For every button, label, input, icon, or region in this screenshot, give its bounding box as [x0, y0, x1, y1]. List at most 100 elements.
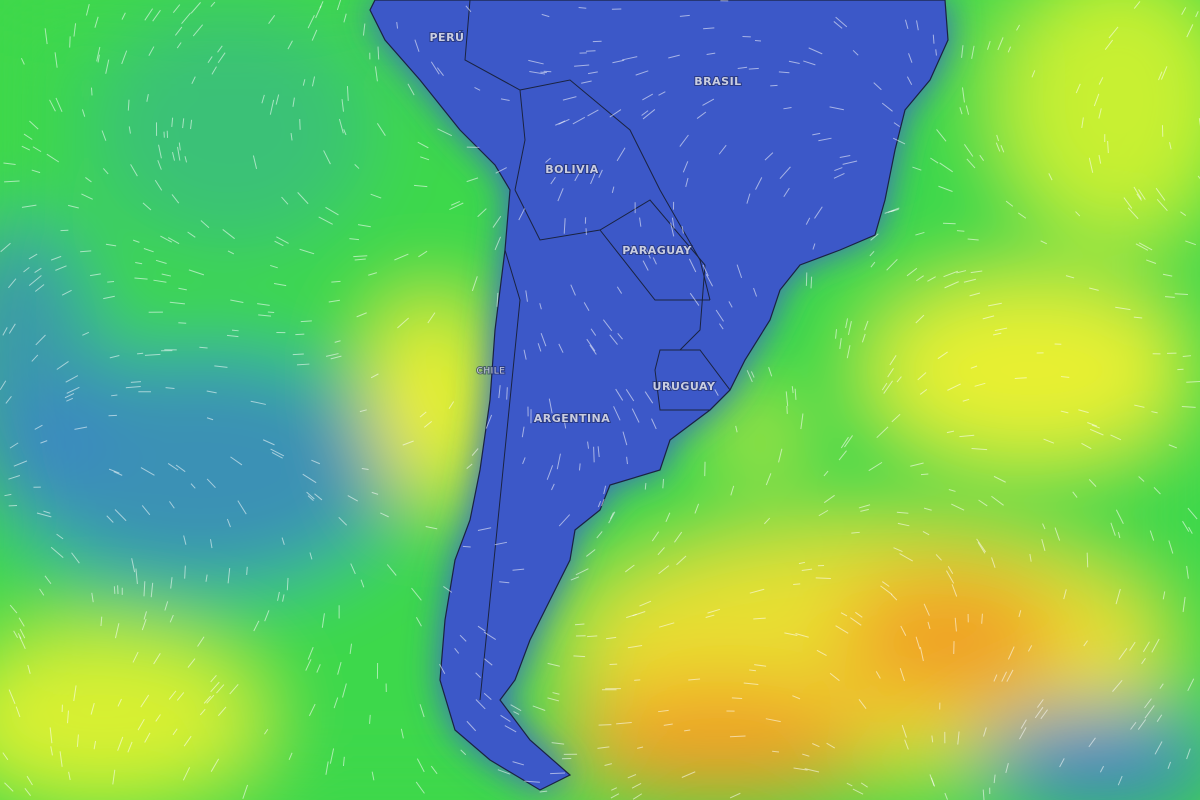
- wind-streak: [513, 711, 520, 715]
- wind-streak: [1060, 410, 1069, 414]
- wind-streak: [200, 220, 210, 229]
- wind-streak: [160, 235, 173, 243]
- wind-streak: [1098, 154, 1102, 164]
- wind-streak: [354, 258, 366, 261]
- wind-streak: [1195, 11, 1199, 18]
- wind-streak: [705, 614, 715, 618]
- wind-streak: [939, 162, 953, 173]
- wind-streak: [944, 281, 959, 289]
- wind-streak: [644, 391, 654, 404]
- wind-streak: [586, 549, 596, 557]
- wind-streak: [581, 80, 592, 84]
- wind-streak: [632, 793, 643, 800]
- wind-streak: [73, 23, 77, 37]
- wind-streak: [90, 702, 95, 715]
- wind-streak: [1060, 376, 1070, 378]
- wind-streak: [81, 193, 93, 200]
- wind-streak: [1088, 479, 1097, 487]
- wind-streak: [679, 134, 689, 147]
- wind-streak: [374, 66, 378, 82]
- wind-streak: [735, 425, 738, 433]
- wind-streak: [1180, 211, 1187, 216]
- wind-streak: [737, 66, 748, 69]
- wind-streak: [362, 23, 366, 36]
- wind-streak: [875, 671, 881, 679]
- wind-streak: [417, 141, 429, 149]
- wind-streak: [587, 441, 589, 449]
- wind-streak: [1136, 193, 1142, 201]
- wind-streak: [994, 327, 1008, 332]
- wind-streak: [551, 483, 555, 491]
- wind-streak: [105, 243, 117, 247]
- wind-streak: [1137, 719, 1147, 730]
- wind-streak: [971, 45, 975, 59]
- wind-streak: [168, 690, 177, 700]
- wind-streak: [190, 2, 201, 14]
- wind-streak: [1078, 409, 1089, 414]
- wind-streak: [1048, 173, 1053, 181]
- wind-streak: [890, 593, 898, 601]
- wind-streak: [222, 229, 235, 240]
- wind-streak: [930, 157, 939, 164]
- wind-streak: [906, 267, 918, 277]
- wind-streak: [334, 340, 341, 343]
- wind-streak: [1153, 487, 1161, 495]
- wind-streak: [69, 36, 71, 48]
- wind-streak: [61, 289, 72, 296]
- wind-streak: [852, 49, 859, 56]
- wind-streak: [915, 231, 925, 236]
- wind-streak: [178, 322, 187, 324]
- wind-streak: [253, 620, 260, 632]
- wind-streak: [261, 94, 265, 104]
- wind-streak: [323, 150, 331, 165]
- wind-streak: [132, 651, 139, 663]
- wind-streak: [570, 576, 580, 581]
- wind-streak: [91, 592, 94, 603]
- wind-streak: [685, 177, 689, 188]
- wind-streak: [141, 618, 147, 631]
- wind-streak: [668, 54, 680, 59]
- wind-streak: [28, 275, 42, 287]
- wind-streak: [574, 168, 582, 182]
- wind-streak: [616, 147, 626, 162]
- wind-streak: [547, 697, 560, 702]
- continent-outline: [369, 0, 949, 791]
- wind-streak: [765, 718, 781, 723]
- wind-streak: [172, 152, 175, 161]
- wind-streak: [1017, 212, 1027, 219]
- wind-streak: [749, 588, 765, 594]
- wind-streak: [658, 91, 666, 96]
- wind-streak: [267, 311, 275, 314]
- wind-streak: [292, 353, 304, 356]
- wind-streak: [349, 643, 353, 655]
- wind-streak: [359, 409, 367, 413]
- wind-streak: [169, 301, 185, 305]
- wind-streak: [76, 734, 79, 747]
- wind-streak: [753, 287, 758, 297]
- wind-streak: [1149, 530, 1155, 541]
- wind-streak: [1098, 77, 1104, 85]
- wind-streak: [729, 792, 741, 799]
- wind-streak: [1027, 645, 1033, 652]
- wind-streak: [630, 245, 634, 253]
- wind-streak: [23, 133, 33, 140]
- wind-streak: [587, 71, 598, 75]
- wind-streak: [1065, 275, 1075, 279]
- wind-streak: [916, 20, 919, 31]
- wind-streak: [36, 512, 52, 518]
- wind-streak: [32, 146, 42, 153]
- wind-streak: [97, 54, 100, 63]
- wind-streak: [995, 142, 1001, 152]
- wind-streak: [1099, 765, 1105, 773]
- wind-streak: [696, 111, 707, 119]
- wind-streak: [318, 216, 333, 225]
- wind-streak: [354, 163, 360, 169]
- wind-streak: [35, 334, 46, 346]
- wind-streak: [449, 202, 464, 211]
- wind-streak: [729, 735, 746, 738]
- wind-streak: [992, 332, 1002, 336]
- wind-streak: [670, 222, 675, 237]
- wind-streak: [67, 710, 69, 724]
- wind-streak: [1133, 316, 1143, 319]
- wind-streak: [27, 664, 31, 674]
